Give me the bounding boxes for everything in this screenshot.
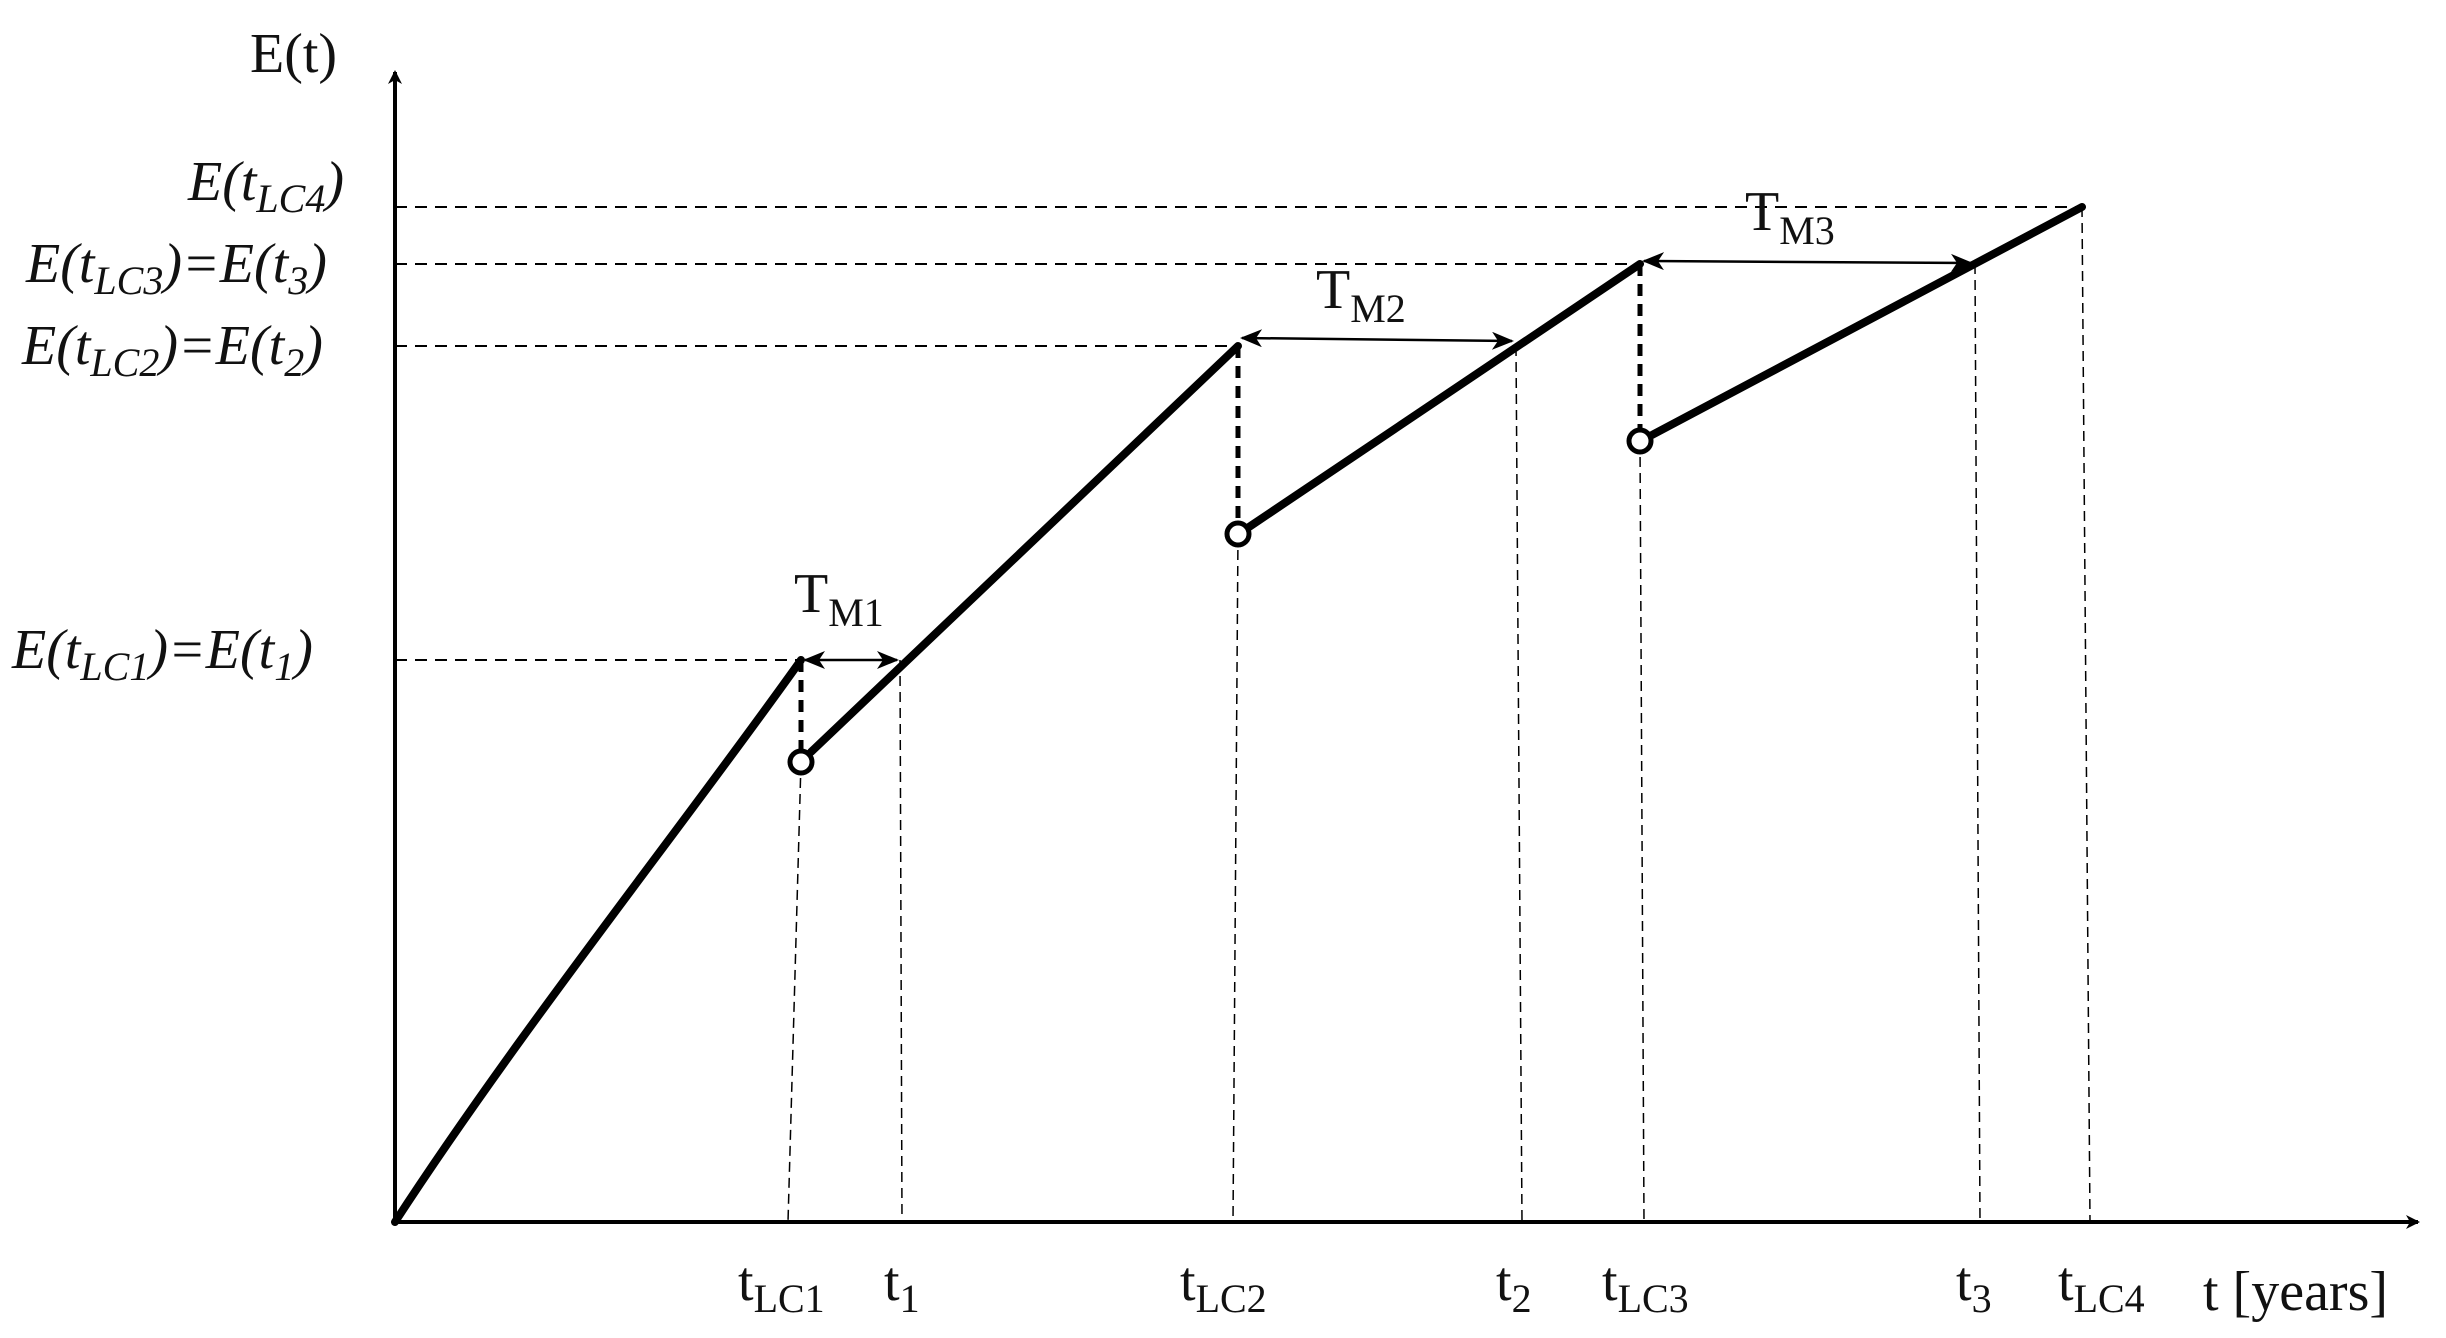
vertical-guides bbox=[787, 206, 2091, 1223]
curve-segment-2 bbox=[807, 342, 1242, 756]
tm3-label: TM3 bbox=[1745, 181, 1835, 253]
vguide-tlc4 bbox=[2081, 206, 2091, 1223]
restart-point-2 bbox=[1224, 520, 1252, 548]
x-tick-t3: t3 bbox=[1956, 1251, 1992, 1321]
curve-segment-4 bbox=[1648, 203, 2086, 439]
degradation-curve bbox=[391, 203, 2086, 1226]
y-label-e1: E(tLC1)=E(t1) bbox=[11, 619, 313, 689]
tm1-label: TM1 bbox=[794, 563, 884, 635]
interval-arrows bbox=[803, 252, 1973, 669]
restart-point-1 bbox=[787, 748, 815, 776]
x-tick-tlc1: tLC1 bbox=[738, 1251, 825, 1321]
vguide-tlc2 bbox=[1232, 533, 1239, 1223]
tm3-arrow bbox=[1642, 252, 1973, 272]
x-tick-tlc4: tLC4 bbox=[2058, 1251, 2145, 1321]
vguide-tlc3 bbox=[1639, 440, 1645, 1223]
x-tick-t2: t2 bbox=[1496, 1251, 1532, 1321]
tm2-arrow bbox=[1240, 329, 1514, 350]
y-label-e4: E(tLC4) bbox=[187, 151, 344, 221]
x-tick-labels: tLC1 t1 tLC2 t2 tLC3 t3 tLC4 bbox=[738, 1251, 2145, 1321]
vguide-tlc1 bbox=[787, 761, 802, 1223]
vguide-t2 bbox=[1515, 345, 1523, 1223]
x-tick-t1: t1 bbox=[884, 1251, 920, 1321]
maintenance-drops bbox=[798, 264, 1643, 750]
x-tick-tlc2: tLC2 bbox=[1180, 1251, 1267, 1321]
y-labels: E(tLC4) E(tLC3)=E(t3) E(tLC2)=E(t2) E(tL… bbox=[11, 151, 344, 689]
horizontal-guides bbox=[395, 206, 2082, 661]
curve-segment-3 bbox=[1245, 260, 1644, 531]
curve-segment-1 bbox=[391, 656, 805, 1226]
vguide-t3 bbox=[1974, 263, 1981, 1223]
interval-labels: TM1 TM2 TM3 bbox=[794, 181, 1835, 635]
y-label-e3: E(tLC3)=E(t3) bbox=[25, 233, 327, 303]
restart-points bbox=[787, 427, 1654, 776]
vguide-t1 bbox=[899, 659, 903, 1223]
x-axis-label: t [years] bbox=[2203, 1261, 2388, 1323]
axes bbox=[388, 70, 2420, 1229]
y-label-e2: E(tLC2)=E(t2) bbox=[21, 315, 323, 385]
y-axis-label: E(t) bbox=[250, 23, 337, 85]
restart-point-3 bbox=[1626, 427, 1654, 455]
tm2-label: TM2 bbox=[1316, 259, 1406, 331]
x-tick-tlc3: tLC3 bbox=[1602, 1251, 1689, 1321]
